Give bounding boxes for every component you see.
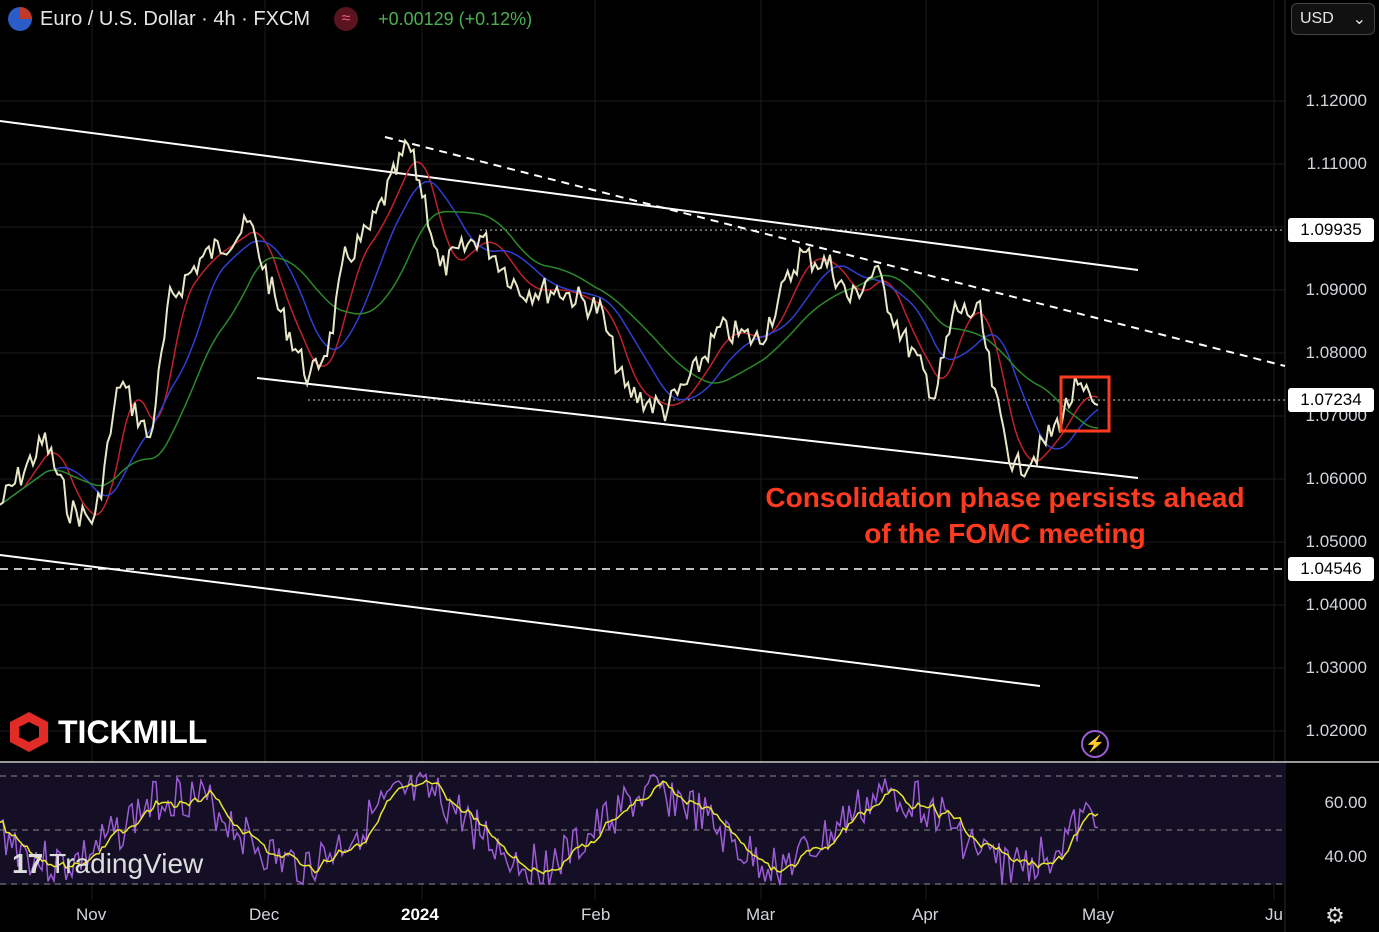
symbol-header[interactable]: Euro / U.S. Dollar · 4h · FXCM ≈ +0.0012… — [8, 4, 532, 34]
price-label: 1.02000 — [1305, 721, 1367, 740]
settings-gear-icon[interactable]: ⚙ — [1325, 903, 1345, 928]
time-label: Feb — [581, 905, 611, 924]
lightning-icon[interactable]: ⚡ — [1081, 730, 1109, 758]
moving-averages — [0, 161, 1099, 516]
ma-red-line — [0, 161, 1099, 516]
rsi-signal-line — [0, 779, 1099, 875]
platform-name: TradingView — [49, 848, 204, 879]
time-label: Ju — [1265, 905, 1283, 924]
price-change: +0.00129 (+0.12%) — [378, 8, 533, 29]
time-label: Nov — [76, 905, 107, 924]
indicator-icon[interactable]: ≈ — [334, 7, 359, 31]
time-label: Apr — [912, 905, 939, 924]
price-label: 1.12000 — [1305, 91, 1367, 110]
rsi-pane — [0, 763, 1285, 885]
annotation-line-1: Consolidation phase persists ahead — [765, 482, 1245, 513]
time-label: May — [1082, 905, 1115, 924]
price-label: 1.09000 — [1305, 280, 1367, 299]
channel-lower-line — [256, 377, 1139, 479]
time-label: Mar — [746, 905, 776, 924]
price-label: 1.03000 — [1305, 658, 1367, 677]
consolidation-highlight-box[interactable] — [1059, 375, 1111, 433]
tradingview-logo: 17 TradingView — [12, 848, 203, 880]
rsi-line — [0, 771, 1099, 886]
dashed-resistance-line — [384, 136, 1286, 367]
symbol-title[interactable]: Euro / U.S. Dollar · 4h · FXCM — [40, 7, 311, 30]
tradingview-mark-icon: 17 — [12, 848, 44, 879]
chart-annotation: Consolidation phase persists ahead of th… — [720, 480, 1290, 552]
rsi-label: 40.00 — [1324, 847, 1367, 866]
eur-usd-flag-icon — [8, 7, 32, 31]
ma-green-line — [0, 210, 1099, 506]
ma-blue-line — [0, 180, 1099, 506]
price-label: 1.04000 — [1305, 595, 1367, 614]
price-label: 1.05000 — [1305, 532, 1367, 551]
level-lines[interactable] — [0, 229, 1285, 570]
channel-outer-line — [0, 554, 1041, 687]
tickmill-logo: TICKMILL — [8, 710, 207, 754]
price-label: 1.11000 — [1306, 154, 1367, 173]
price-tag: 1.09935 — [1288, 218, 1374, 242]
annotation-line-2: of the FOMC meeting — [864, 518, 1146, 549]
channel-upper-line — [0, 120, 1139, 271]
currency-select[interactable]: USD ⌄ — [1291, 3, 1375, 35]
broker-name: TICKMILL — [58, 713, 208, 750]
price-tag: 1.04546 — [1288, 557, 1374, 581]
price-tag: 1.07234 — [1288, 388, 1374, 412]
price-label: 1.06000 — [1305, 469, 1367, 488]
rsi-label: 60.00 — [1324, 793, 1367, 812]
trend-lines[interactable] — [0, 120, 1286, 687]
currency-value: USD — [1300, 10, 1334, 27]
price-label: 1.08000 — [1305, 343, 1367, 362]
chevron-down-icon: ⌄ — [1352, 11, 1366, 28]
time-label: 2024 — [401, 905, 439, 924]
rsi-levels — [0, 775, 1285, 885]
price-candles-line — [0, 138, 1099, 527]
tickmill-hexagon-icon — [10, 712, 48, 752]
time-label: Dec — [249, 905, 280, 924]
